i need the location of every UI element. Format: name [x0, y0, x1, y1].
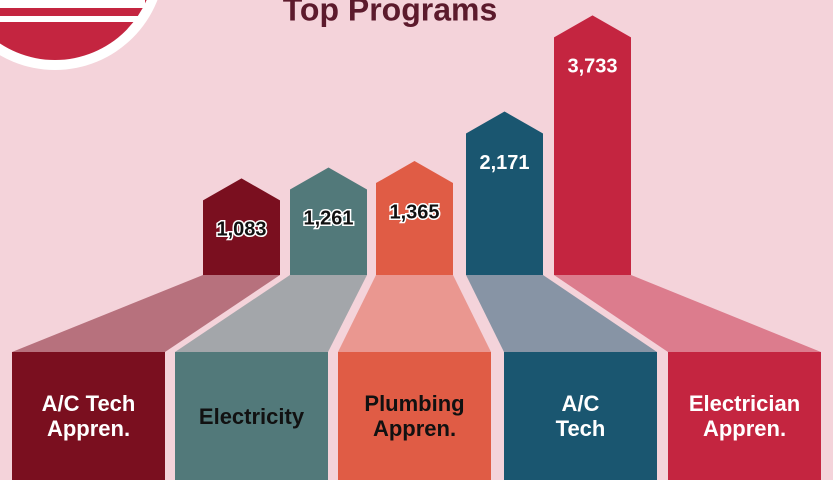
- category-label: A/C Tech: [555, 391, 606, 441]
- arrow-bar: [554, 15, 631, 275]
- chart-title: Top Programs: [283, 0, 498, 27]
- connector: [175, 275, 367, 352]
- value-label: 1,261: [303, 208, 353, 230]
- connector: [466, 275, 657, 352]
- arrow-bar: [203, 178, 280, 275]
- connector: [338, 275, 491, 352]
- arrow-bar: [466, 111, 543, 276]
- arrow-bar: [290, 167, 367, 275]
- category-box: Plumbing Appren.: [338, 352, 491, 480]
- connector: [554, 275, 821, 352]
- category-box: Electrician Appren.: [668, 352, 821, 480]
- value-label: 3,733: [567, 56, 617, 78]
- category-label: Electricity: [198, 403, 305, 429]
- value-label: 2,171: [479, 152, 529, 174]
- category-box: Electricity: [175, 352, 328, 480]
- value-label: 1,083: [216, 219, 266, 241]
- category-box: A/C Tech: [504, 352, 657, 480]
- value-label: 1,365: [389, 201, 439, 223]
- connector: [12, 275, 280, 352]
- category-box: A/C Tech Appren.: [12, 352, 165, 480]
- arrow-bar: [376, 161, 453, 275]
- corner-decoration: [0, 0, 158, 70]
- category-label: A/C Tech Appren.: [41, 391, 136, 441]
- category-label: Plumbing Appren.: [364, 391, 465, 441]
- category-label: Electrician Appren.: [688, 391, 801, 441]
